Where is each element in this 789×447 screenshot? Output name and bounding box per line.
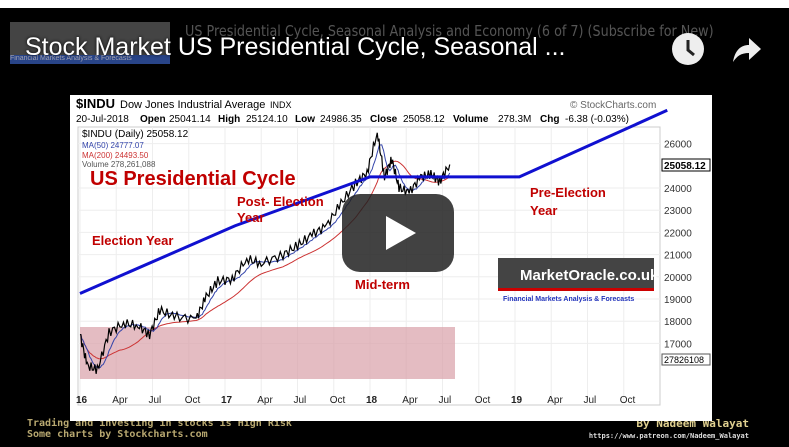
x-tick-label: 17 <box>221 395 233 406</box>
x-tick-label: Apr <box>112 395 128 406</box>
y-tick-label: 19000 <box>664 295 692 306</box>
x-tick-label: Apr <box>402 395 418 406</box>
annotation-post-election-year: Year <box>237 210 264 225</box>
legend-ma50: MA(50) 24777.07 <box>82 141 144 150</box>
index-name: Dow Jones Industrial Average <box>120 99 265 111</box>
low-label: Low <box>295 114 315 125</box>
plot-area <box>77 126 661 406</box>
source-credit: Some charts by Stockcharts.com <box>27 429 208 440</box>
chg-value: -6.38 (-0.03%) <box>565 114 629 125</box>
x-tick-label: Apr <box>257 395 273 406</box>
marketoracle-logo: MarketOracle.co.uk Financial Markets Ana… <box>498 258 659 303</box>
x-tick-label: Oct <box>330 395 346 406</box>
x-tick-label: Jul <box>584 395 597 406</box>
annotation-election-year: Election Year <box>92 233 173 248</box>
x-tick-label: Oct <box>620 395 636 406</box>
annotation-title: US Presidential Cycle <box>90 168 296 190</box>
legend-ma200: MA(200) 24493.50 <box>82 151 149 160</box>
y-tick-label: 22000 <box>664 228 692 239</box>
high-value: 25124.10 <box>246 114 288 125</box>
y-tick-label: 24000 <box>664 184 692 195</box>
background-title: US Presidential Cycle, Seasonal Analysis… <box>185 22 714 40</box>
annotation-post-election: Post- Election <box>237 194 324 209</box>
channel-thumbnail[interactable]: Financial Markets Analysis & Forecasts <box>10 22 170 64</box>
share-arrow-icon[interactable] <box>729 32 763 66</box>
high-label: High <box>218 114 240 125</box>
open-value: 25041.14 <box>169 114 211 125</box>
author-url: https://www.patreon.com/Nadeem_Walayat <box>588 432 749 440</box>
annotation-mid-term: Mid-term <box>355 277 410 292</box>
x-tick-label: 19 <box>511 395 523 406</box>
logo-text: MarketOracle.co.uk <box>520 267 659 284</box>
video-title[interactable]: Stock Market US Presidential Cycle, Seas… <box>25 33 566 61</box>
x-tick-label: Jul <box>294 395 307 406</box>
volume-bars <box>80 327 455 379</box>
presidential-cycle-line <box>79 108 668 295</box>
price-tag: 25058.12 <box>664 161 706 172</box>
chg-label: Chg <box>540 114 559 125</box>
play-icon[interactable] <box>342 194 454 272</box>
x-tick-label: Oct <box>185 395 201 406</box>
x-tick-label: Jul <box>439 395 452 406</box>
y-tick-label: 21000 <box>664 251 692 262</box>
risk-disclaimer: Trading and investing in stocks is High … <box>27 418 292 429</box>
legend-price: $INDU (Daily) 25058.12 <box>82 129 189 140</box>
legend-volume: Volume 278,261,088 <box>82 160 156 169</box>
exchange: INDX <box>270 100 292 110</box>
volume-tag-box <box>661 353 711 366</box>
close-value: 25058.12 <box>403 114 445 125</box>
open-label: Open <box>140 114 166 125</box>
logo-tagline: Financial Markets Analysis & Forecasts <box>503 296 634 303</box>
x-tick-label: Jul <box>149 395 162 406</box>
low-value: 24986.35 <box>320 114 362 125</box>
clock-icon[interactable] <box>671 32 705 66</box>
price-line <box>79 132 451 374</box>
x-tick-label: Oct <box>475 395 491 406</box>
y-tick-label: 26000 <box>664 140 692 151</box>
y-tick-label: 20000 <box>664 273 692 284</box>
y-tick-label: 18000 <box>664 317 692 328</box>
stockcharts-credit: © StockCharts.com <box>570 100 656 111</box>
y-tick-label: 23000 <box>664 206 692 217</box>
x-tick-label: Apr <box>547 395 563 406</box>
thumbnail-caption: Financial Markets Analysis & Forecasts <box>10 55 170 64</box>
close-label: Close <box>370 114 398 125</box>
volume-value: 278.3M <box>498 114 531 125</box>
symbol: $INDU <box>76 96 115 111</box>
ma200-line <box>79 160 450 360</box>
date: 20-Jul-2018 <box>76 114 129 125</box>
annotation-pre-election: Pre-Election <box>530 185 606 200</box>
price-tag-box <box>661 158 711 172</box>
volume-tag: 27826108 <box>664 355 704 365</box>
x-tick-label: 18 <box>366 395 378 406</box>
y-tick-label: 17000 <box>664 339 692 350</box>
volume-label: Volume <box>453 114 489 125</box>
x-tick-label: 16 <box>76 395 88 406</box>
annotation-pre-election-year: Year <box>530 203 557 218</box>
